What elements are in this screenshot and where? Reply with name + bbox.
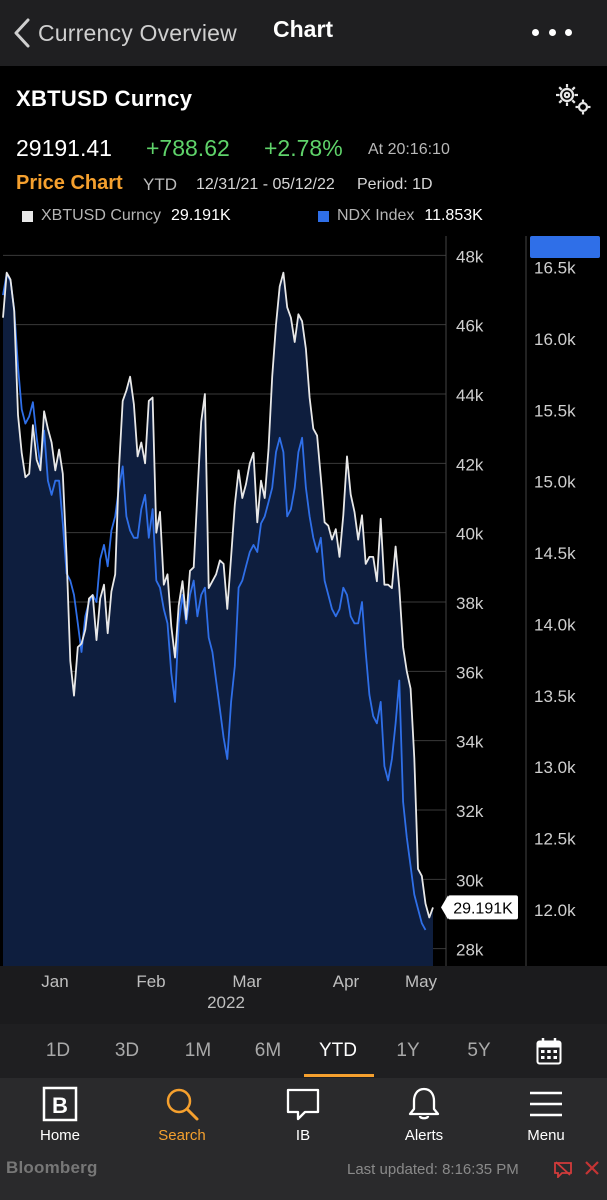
more-options-button[interactable] xyxy=(532,22,572,42)
y-left-tick-label: 40k xyxy=(456,525,484,544)
y-right-tick-label: 13.0k xyxy=(534,758,576,777)
percent-change: +2.78% xyxy=(264,135,343,161)
xbtusd-last-value-tag xyxy=(448,895,518,920)
tab-menu[interactable]: Menu xyxy=(496,1086,596,1160)
period-3d[interactable]: 3D xyxy=(114,1040,140,1061)
price-chart-title: Price Chart xyxy=(16,172,123,194)
ndx-series-line xyxy=(2,272,427,931)
y-right-tick-label: 12.0k xyxy=(534,901,576,920)
legend-swatch xyxy=(22,210,33,222)
xbtusd-series-line xyxy=(2,271,434,919)
y-left-tick-label: 36k xyxy=(456,663,484,682)
y-right-tick-label: 14.0k xyxy=(534,615,576,634)
last-price: 29191.41 xyxy=(16,135,112,161)
y-right-tick-label: 12.5k xyxy=(534,830,576,849)
period-ytd[interactable]: YTD xyxy=(319,1040,357,1061)
y-left-tick-label: 32k xyxy=(456,802,484,821)
back-button[interactable]: Currency Overview xyxy=(10,14,250,52)
y-right-tick-label: 14.5k xyxy=(534,544,576,563)
x-tick-label: May xyxy=(405,972,438,991)
y-left-tick-label: 48k xyxy=(456,247,484,266)
top-nav-bar: Currency Overview Chart xyxy=(0,0,607,66)
period-selector: 1D 3D 1M 6M YTD 1Y 5Y xyxy=(0,1024,607,1078)
more-dot-icon xyxy=(548,28,556,36)
period-1m[interactable]: 1M xyxy=(184,1040,212,1061)
bloomberg-b-icon: B xyxy=(42,1086,78,1122)
back-label: Currency Overview xyxy=(38,19,237,46)
y-left-tick-label: 28k xyxy=(456,941,484,960)
tab-ib[interactable]: IB xyxy=(253,1086,353,1160)
last-updated: Last updated: 8:16:35 PM xyxy=(347,1161,519,1178)
tab-label: IB xyxy=(295,1127,311,1144)
period-5y[interactable]: 5Y xyxy=(467,1040,491,1061)
chart-panel: XBTUSD Curncy 29191.41 +788.62 +2.78% At… xyxy=(0,66,607,1024)
price-chart[interactable]: 48k 46k 44k 42k 40k 38k 36k 34k 32k 30k 28k 16.5k 16… xyxy=(0,236,607,1024)
legend-name: NDX Index xyxy=(337,207,415,224)
active-period-indicator xyxy=(304,1074,374,1077)
tab-home[interactable]: B Home xyxy=(10,1086,110,1160)
period-1y[interactable]: 1Y xyxy=(396,1040,420,1061)
ndx-last-value-tag xyxy=(530,236,600,258)
tab-label: Search xyxy=(158,1127,206,1144)
x-tick-label: Jan xyxy=(41,972,68,991)
close-icon[interactable] xyxy=(584,1160,600,1176)
range-label: YTD xyxy=(143,175,177,194)
x-tick-label: Apr xyxy=(333,972,360,991)
y-right-tick-label: 15.0k xyxy=(534,473,576,492)
hamburger-icon xyxy=(530,1091,562,1117)
x-axis-band xyxy=(0,966,607,1024)
ndx-last-value-label: 11.853K xyxy=(536,236,595,240)
tab-label: Menu xyxy=(527,1127,565,1144)
period-1d[interactable]: 1D xyxy=(45,1040,71,1061)
net-change: +788.62 xyxy=(146,135,230,161)
search-icon xyxy=(166,1088,199,1121)
date-range: 12/31/21 - 05/12/22 xyxy=(196,176,335,193)
legend-value: 29.191K xyxy=(171,207,231,224)
bloomberg-logo: Bloomberg xyxy=(6,1158,98,1177)
y-right-tick-label: 15.5k xyxy=(534,401,576,420)
quote-time: At 20:16:10 xyxy=(368,141,450,158)
y-right-tick-label: 13.5k xyxy=(534,687,576,706)
period-6m[interactable]: 6M xyxy=(254,1040,282,1061)
bottom-tab-bar: B Home Search IB Alerts Menu xyxy=(0,1078,607,1200)
legend-item-xbtusd: XBTUSD Curncy 29.191K xyxy=(22,207,231,225)
y-left-tick-label: 44k xyxy=(456,386,484,405)
legend-name: XBTUSD Curncy xyxy=(41,207,162,224)
y-left-tick-label: 46k xyxy=(456,317,484,336)
chat-bubble-icon xyxy=(286,1088,320,1121)
svg-text:B: B xyxy=(52,1093,68,1118)
y-left-tick-label: 38k xyxy=(456,594,484,613)
period-label: Period: 1D xyxy=(357,176,433,193)
tab-search[interactable]: Search xyxy=(132,1086,232,1160)
x-year-label: 2022 xyxy=(207,993,245,1012)
more-dot-icon xyxy=(532,28,539,36)
page-title: Chart xyxy=(273,16,334,42)
bell-icon xyxy=(408,1087,440,1120)
xbtusd-area xyxy=(3,272,433,966)
y-right-tick-label: 16.5k xyxy=(534,259,576,278)
y-left-tick-label: 42k xyxy=(456,455,484,474)
calendar-icon[interactable] xyxy=(536,1037,562,1065)
tab-label: Home xyxy=(39,1127,80,1144)
chevron-left-icon xyxy=(14,18,30,48)
legend-item-ndx: NDX Index 11.853K xyxy=(318,207,483,225)
chart-settings-gear-icon[interactable] xyxy=(553,81,593,117)
x-tick-label: Feb xyxy=(136,972,165,991)
y-left-tick-label: 34k xyxy=(456,733,484,752)
security-name: XBTUSD Curncy xyxy=(16,86,193,111)
connection-status-icon[interactable] xyxy=(553,1160,573,1178)
tab-label: Alerts xyxy=(404,1127,444,1144)
y-right-tick-label: 16.0k xyxy=(534,330,576,349)
xbtusd-last-value-pointer xyxy=(441,895,448,920)
xbtusd-last-value-label: 29.191K xyxy=(453,900,513,917)
x-tick-label: Mar xyxy=(232,972,262,991)
y-left-tick-label: 30k xyxy=(456,871,484,890)
legend-swatch xyxy=(318,210,329,222)
legend-value: 11.853K xyxy=(424,207,483,224)
more-dot-icon xyxy=(565,28,572,36)
tab-alerts[interactable]: Alerts xyxy=(374,1086,474,1160)
